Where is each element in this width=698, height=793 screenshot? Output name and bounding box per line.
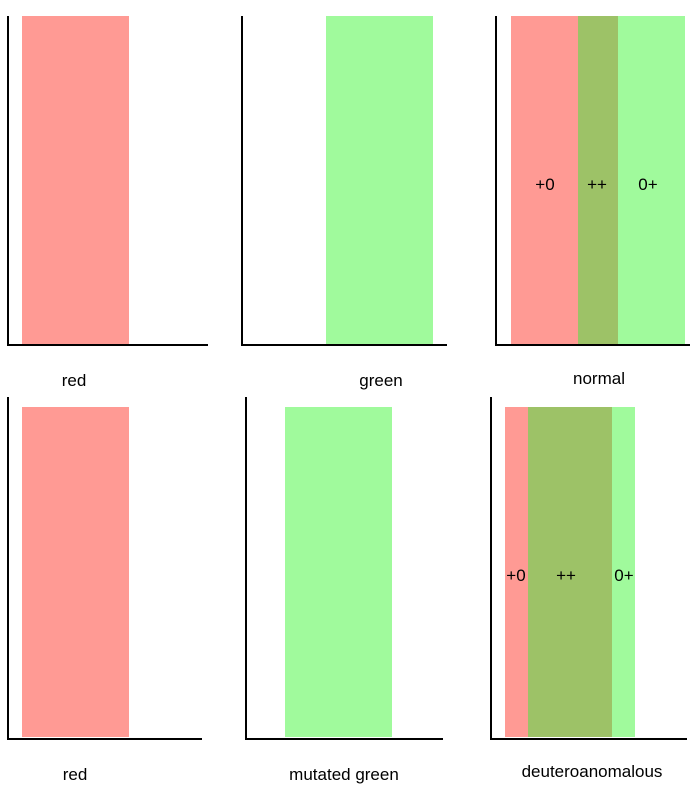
green-band bbox=[618, 16, 685, 344]
axes bbox=[245, 397, 443, 740]
overlap-band bbox=[528, 407, 612, 737]
zone-label-green-only: 0+ bbox=[638, 175, 657, 194]
panel-caption: red bbox=[62, 371, 87, 390]
zone-label-red-only: +0 bbox=[535, 175, 554, 194]
overlap-band bbox=[578, 16, 618, 344]
panel-normal: +0 ++ 0+ normal bbox=[495, 16, 690, 388]
panel-mutated-green: mutated green bbox=[245, 397, 443, 784]
axes bbox=[495, 16, 690, 346]
zone-label-green-only: 0+ bbox=[614, 566, 633, 585]
panel-red-top: red bbox=[7, 16, 208, 390]
zone-label-both: ++ bbox=[556, 566, 576, 585]
panel-deuteroanomalous: +0 ++ 0+ deuteroanomalous bbox=[490, 397, 687, 781]
zone-label-both: ++ bbox=[587, 175, 607, 194]
axes bbox=[7, 397, 202, 740]
panel-caption: deuteroanomalous bbox=[522, 762, 663, 781]
panel-caption: normal bbox=[573, 369, 625, 388]
red-band bbox=[22, 16, 129, 344]
axes bbox=[490, 397, 687, 740]
axes bbox=[7, 16, 208, 346]
green-band bbox=[326, 16, 433, 344]
red-band bbox=[505, 407, 528, 737]
green-band bbox=[612, 407, 635, 737]
panel-red-bottom: red bbox=[7, 397, 202, 784]
zone-label-red-only: +0 bbox=[506, 566, 525, 585]
green-band bbox=[285, 407, 392, 737]
red-band bbox=[511, 16, 578, 344]
panel-caption: mutated green bbox=[289, 765, 399, 784]
axes bbox=[241, 16, 447, 346]
panel-green-top: green bbox=[241, 16, 447, 390]
panel-caption: red bbox=[63, 765, 88, 784]
red-band bbox=[22, 407, 129, 737]
panel-caption: green bbox=[359, 371, 402, 390]
